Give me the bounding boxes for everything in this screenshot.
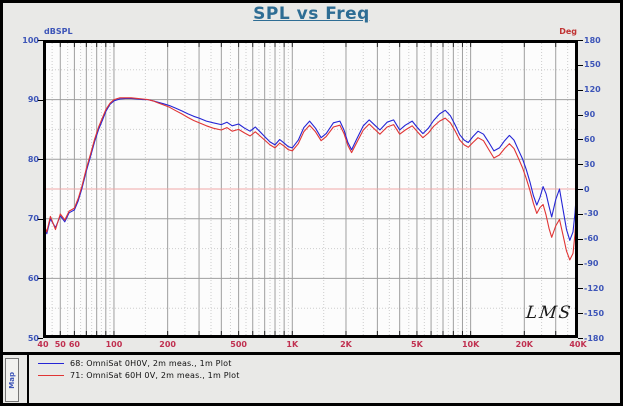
x-axis-tick-label: 50 bbox=[54, 340, 66, 349]
right-axis-tick-label: -120 bbox=[584, 283, 605, 293]
right-axis-tick-label: 150 bbox=[584, 60, 601, 70]
x-axis-tick-label: 5K bbox=[411, 340, 423, 349]
legend-swatch-line bbox=[38, 374, 64, 376]
right-axis-tick-label: 60 bbox=[584, 134, 596, 144]
left-axis-tick-label: 90 bbox=[27, 95, 39, 105]
right-axis-tick bbox=[578, 263, 583, 265]
right-axis-tick bbox=[578, 40, 583, 41]
right-axis-tick-label: 120 bbox=[584, 85, 601, 95]
right-axis-tick-label: 90 bbox=[584, 110, 596, 119]
legend-label: 68: OmniSat 0H0V, 2m meas., 1m Plot bbox=[70, 358, 232, 368]
left-axis-tick-label: 50 bbox=[27, 333, 39, 343]
right-axis-tick bbox=[578, 114, 583, 116]
legend-divider bbox=[27, 352, 29, 406]
right-axis-tick-label: -60 bbox=[584, 234, 599, 244]
right-axis-tick-label: -90 bbox=[584, 259, 599, 268]
right-axis-tick-label: 30 bbox=[584, 159, 596, 169]
left-axis-tick bbox=[38, 218, 43, 220]
x-axis-tick-label: 40 bbox=[37, 340, 49, 349]
plot-frame bbox=[43, 40, 578, 338]
right-axis-tick bbox=[578, 213, 583, 215]
left-axis-tick bbox=[38, 40, 43, 41]
lms-logo: LMS bbox=[524, 303, 574, 323]
right-axis-tick bbox=[578, 313, 583, 315]
right-axis-tick bbox=[578, 139, 583, 141]
left-axis-tick bbox=[38, 159, 43, 161]
x-axis-tick-label: 60 bbox=[68, 340, 80, 349]
right-axis-tick bbox=[578, 338, 583, 339]
right-axis-tick-label: -150 bbox=[584, 308, 605, 318]
legend: 68: OmniSat 0H0V, 2m meas., 1m Plot 71: O… bbox=[38, 357, 240, 381]
right-axis-tick-label: 0 bbox=[584, 184, 590, 194]
right-axis-tick bbox=[578, 288, 583, 290]
right-axis-tick bbox=[578, 238, 583, 240]
x-axis-tick-label: 200 bbox=[159, 340, 176, 349]
right-axis-tick-label: -30 bbox=[584, 209, 599, 219]
left-axis-tick bbox=[38, 99, 43, 101]
legend-label: 71: OmniSat 60H 0V, 2m meas., 1m Plot bbox=[70, 370, 240, 380]
x-axis-tick-label: 500 bbox=[230, 340, 247, 349]
x-axis-tick-label: 2K bbox=[340, 340, 352, 349]
page-title: SPL vs Freq bbox=[253, 4, 370, 24]
right-axis-tick bbox=[578, 189, 583, 190]
x-axis-tick-label: 10K bbox=[461, 340, 480, 349]
right-axis-title: Deg bbox=[559, 27, 577, 36]
x-axis-tick-label: 100 bbox=[105, 340, 123, 349]
right-axis-tick-label: -180 bbox=[584, 333, 605, 343]
right-axis-tick-label: 180 bbox=[584, 35, 601, 45]
right-axis-tick bbox=[578, 89, 583, 91]
legend-swatch-line bbox=[38, 362, 64, 364]
left-axis-tick-label: 70 bbox=[27, 214, 39, 224]
left-axis-tick bbox=[38, 278, 43, 280]
left-axis-tick-label: 80 bbox=[27, 154, 39, 164]
legend-item: 71: OmniSat 60H 0V, 2m meas., 1m Plot bbox=[38, 369, 240, 381]
right-axis-tick bbox=[578, 64, 583, 66]
series-line-blue bbox=[43, 97, 578, 241]
left-axis-tick-label: 60 bbox=[27, 273, 39, 283]
left-axis-tick-label: 100 bbox=[22, 35, 39, 45]
series-line-red bbox=[43, 97, 578, 261]
right-axis-tick bbox=[578, 164, 583, 166]
x-axis-tick-label: 40K bbox=[569, 340, 587, 349]
x-axis-tick-label: 20K bbox=[515, 340, 533, 349]
left-axis-tick bbox=[38, 338, 43, 339]
map-tab[interactable]: Map bbox=[5, 358, 19, 402]
spl-vs-freq-plot bbox=[43, 40, 578, 338]
legend-separator bbox=[0, 352, 623, 355]
x-axis-tick-label: 1K bbox=[286, 340, 299, 349]
legend-item: 68: OmniSat 0H0V, 2m meas., 1m Plot bbox=[38, 357, 240, 369]
left-axis-title: dBSPL bbox=[44, 27, 73, 36]
map-tab-label: Map bbox=[8, 371, 16, 389]
